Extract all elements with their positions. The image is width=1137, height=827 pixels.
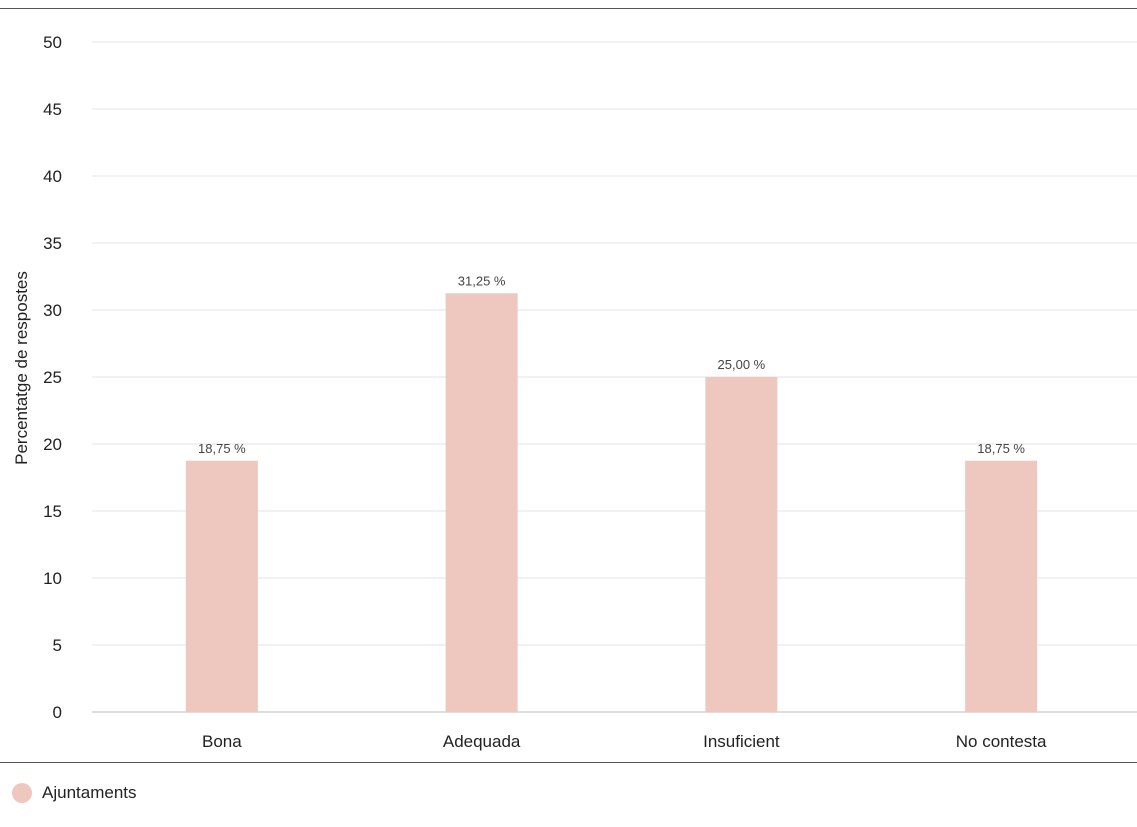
bar <box>705 377 778 712</box>
data-label: 18,75 % <box>977 441 1025 456</box>
legend-swatch <box>12 783 32 803</box>
x-tick-label: Insuficient <box>703 732 780 751</box>
y-tick-label: 15 <box>43 502 62 521</box>
data-label: 25,00 % <box>718 357 766 372</box>
y-tick-label: 10 <box>43 569 62 588</box>
legend-label: Ajuntaments <box>42 783 137 802</box>
y-tick-label: 5 <box>53 636 62 655</box>
bar-chart: 0 5 10 15 20 25 30 35 40 45 50 18,75 % 31,25 % 25,00… <box>12 33 1137 751</box>
y-tick-label: 35 <box>43 234 62 253</box>
y-tick-label: 40 <box>43 167 62 186</box>
gridlines <box>92 41 1137 713</box>
y-tick-label: 45 <box>43 100 62 119</box>
y-tick-label: 0 <box>53 703 62 722</box>
x-axis-ticks: Bona Adequada Insuficient No contesta <box>202 732 1047 751</box>
data-labels: 18,75 % 31,25 % 25,00 % 18,75 % <box>198 273 1025 456</box>
x-tick-label: Bona <box>202 732 242 751</box>
data-label: 18,75 % <box>198 441 246 456</box>
y-tick-label: 25 <box>43 368 62 387</box>
y-tick-label: 30 <box>43 301 62 320</box>
bar <box>185 460 258 712</box>
bar <box>965 460 1038 712</box>
data-label: 31,25 % <box>458 273 506 288</box>
top-rule <box>0 8 1137 9</box>
bottom-rule <box>0 762 1137 763</box>
y-axis-ticks: 0 5 10 15 20 25 30 35 40 45 50 <box>43 33 62 722</box>
x-tick-label: No contesta <box>956 732 1047 751</box>
bars <box>185 293 1038 712</box>
x-tick-label: Adequada <box>443 732 521 751</box>
y-tick-label: 50 <box>43 33 62 52</box>
legend: Ajuntaments <box>12 783 137 803</box>
y-tick-label: 20 <box>43 435 62 454</box>
bar <box>445 293 518 712</box>
y-axis-label: Percentatge de respostes <box>12 271 31 465</box>
